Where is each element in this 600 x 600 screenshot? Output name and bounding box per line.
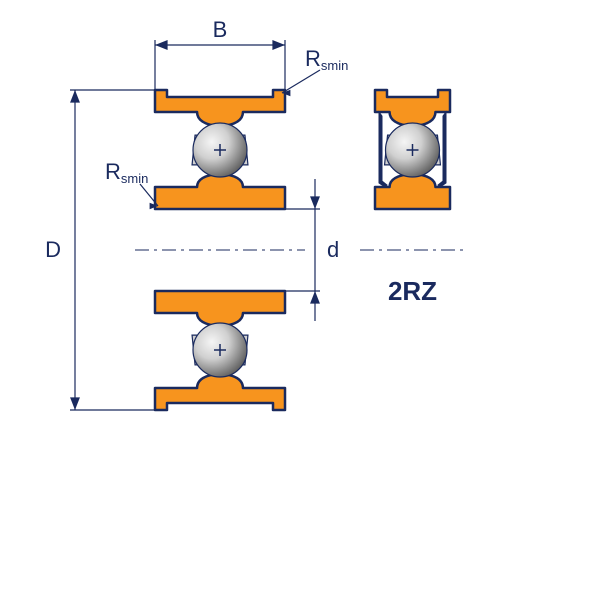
- label-Rsmin-left: Rsmin: [105, 159, 148, 186]
- label-Rsmin-upper: Rsmin: [305, 46, 348, 73]
- label-B: B: [213, 17, 228, 42]
- label-type-2RZ: 2RZ: [388, 276, 437, 306]
- label-D: D: [45, 237, 61, 262]
- label-d: d: [327, 237, 339, 262]
- bearing-diagram: B Dd Rsmin Rsmin 2RZ: [0, 0, 600, 600]
